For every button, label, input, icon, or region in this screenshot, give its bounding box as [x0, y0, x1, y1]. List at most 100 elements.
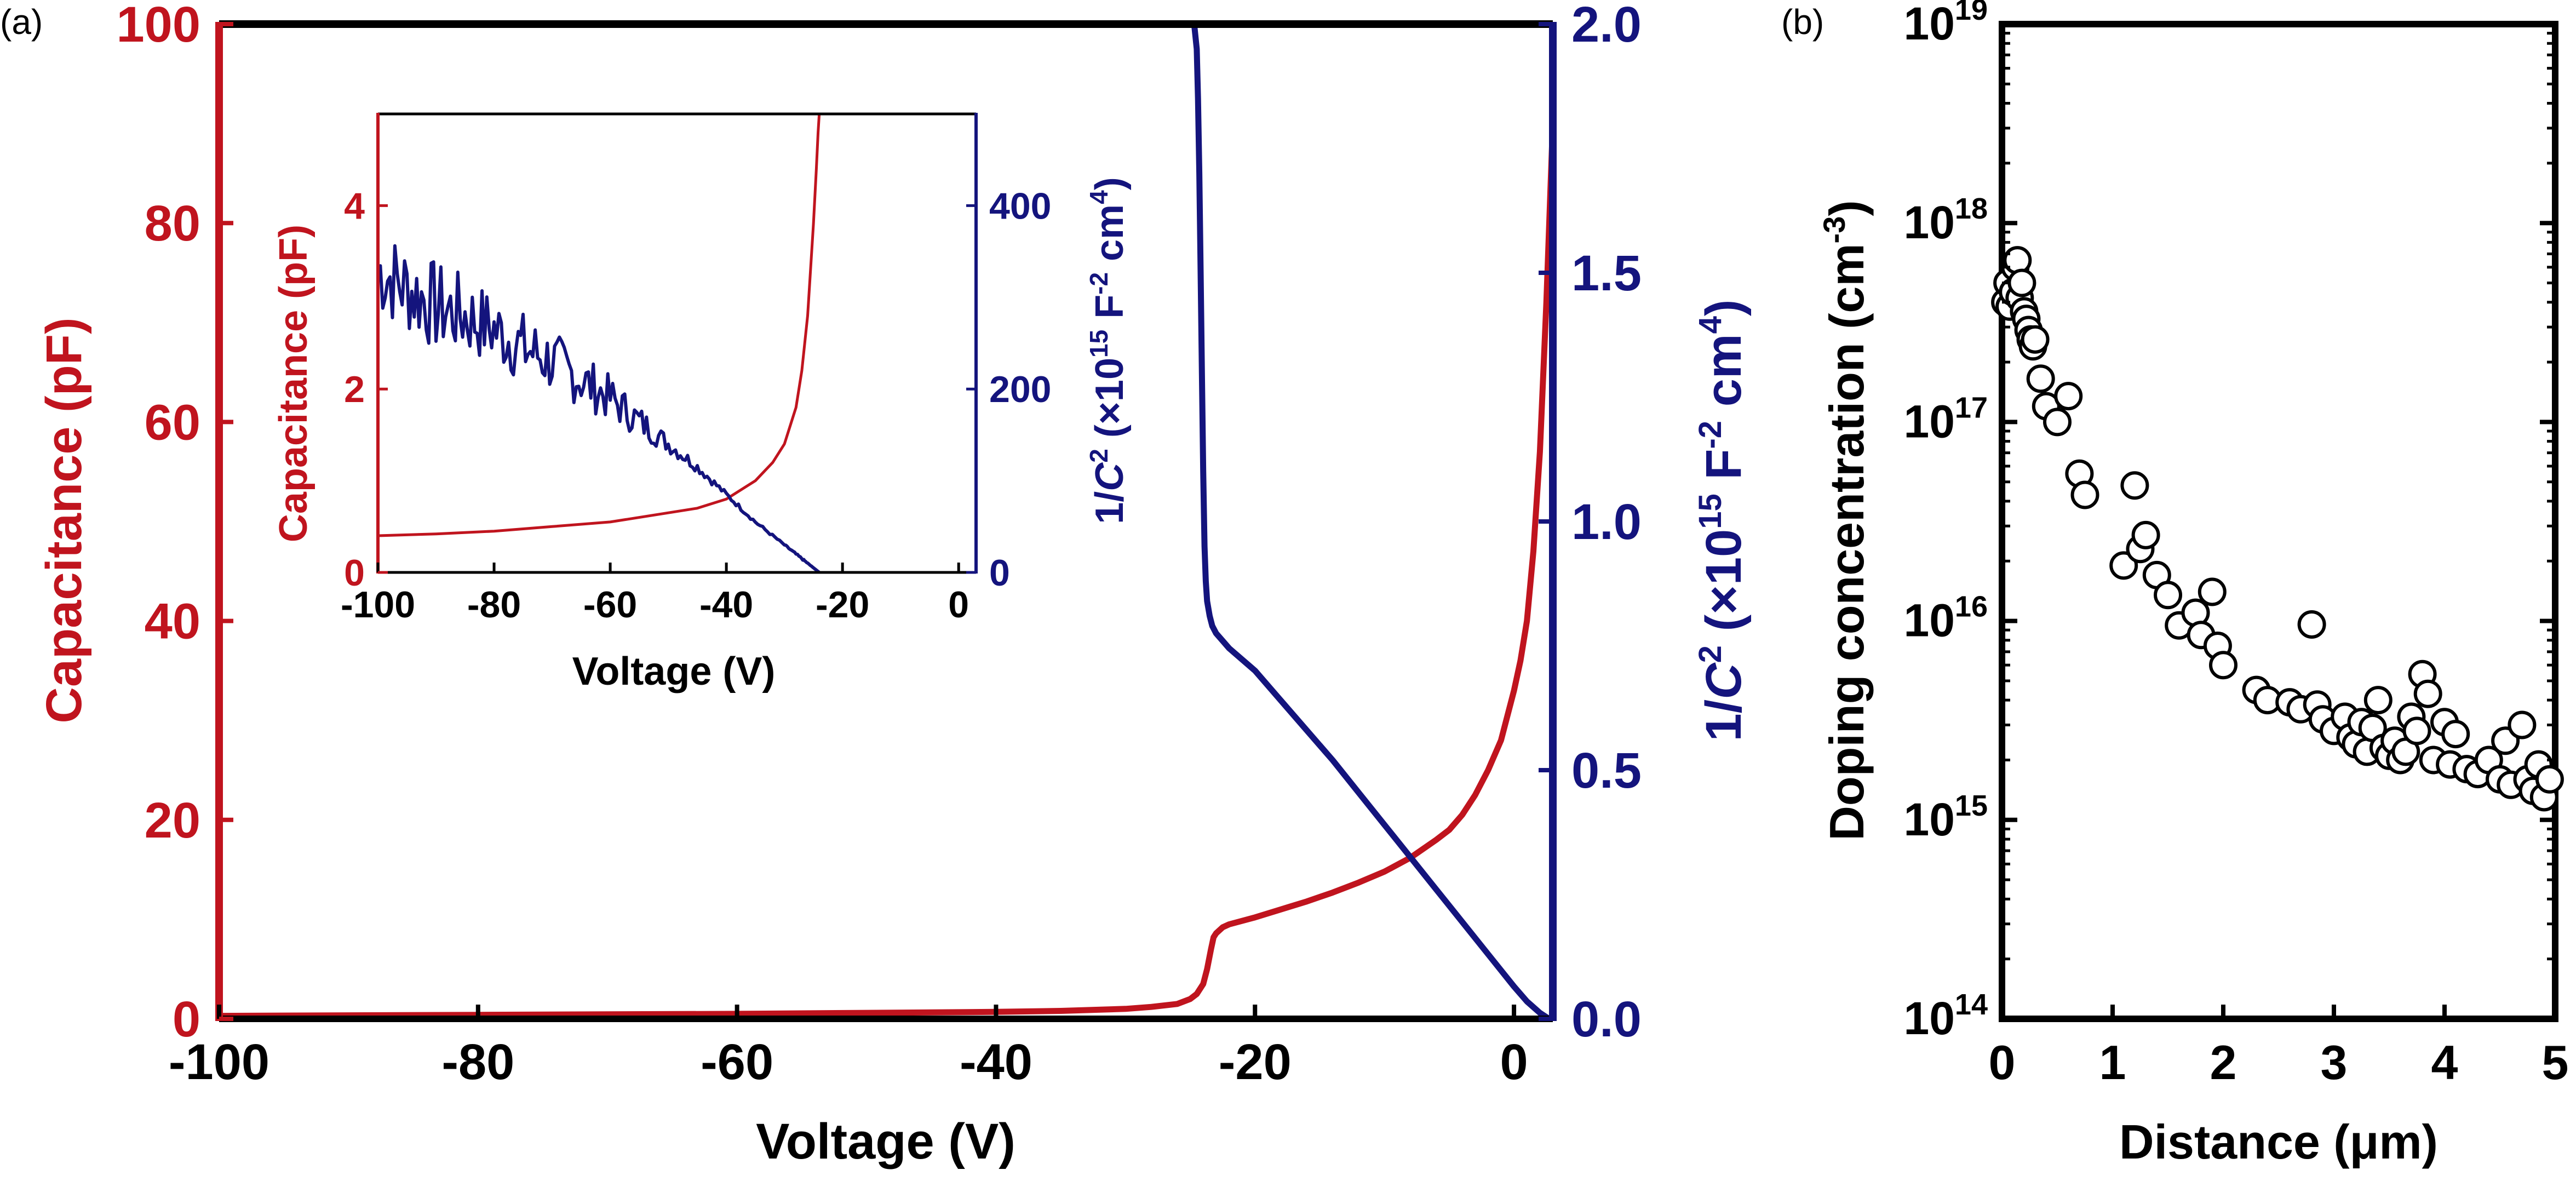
- panel-b-y-tick-label: 1016: [1903, 590, 1988, 646]
- right-title-close: ): [1696, 299, 1752, 316]
- panel-b-y-tick-base: 10: [1903, 197, 1954, 248]
- panel-b-data-point: [2021, 325, 2050, 354]
- panel-a-right-axis-title: 1/C2 (×1015 F-2 cm4): [1693, 299, 1752, 741]
- panel-a-x-tick-label: -60: [701, 1034, 773, 1090]
- panel-b-data-point: [2120, 471, 2149, 500]
- inset-left-tick-label: 4: [344, 185, 365, 227]
- panel-b-y-tick-label: 1019: [1903, 0, 1988, 49]
- inset-x-tick-label: -40: [699, 584, 753, 626]
- panel-b-y-tick-base: 10: [1903, 595, 1954, 646]
- inset-x-axis-title: Voltage (V): [572, 650, 776, 693]
- right-title-mid: (×10: [1696, 529, 1752, 645]
- panel-b-x-tick-label: 5: [2542, 1035, 2569, 1089]
- panel-a-left-tick-label: 60: [145, 394, 200, 450]
- panel-b-x-tick-label: 2: [2210, 1035, 2237, 1089]
- panel-b-y-title-close: ): [1820, 200, 1874, 216]
- inset-right-title-sup4: 4: [1085, 190, 1113, 204]
- inset-right-title-post1: F: [1088, 295, 1132, 330]
- panel-b-y-tick-label: 1015: [1903, 789, 1988, 845]
- panel-a-plot: [219, 24, 1556, 1022]
- panel-a-right-tick-label: 1.5: [1571, 245, 1642, 301]
- inset-right-tick-label: 400: [989, 185, 1051, 227]
- right-title-post2: cm: [1696, 334, 1752, 421]
- panel-b-data-point: [2297, 610, 2326, 639]
- panel-a-x-tick-label: -20: [1219, 1034, 1292, 1090]
- panel-b-y-tick-exp: 14: [1955, 988, 1988, 1021]
- panel-a-right-tick-label: 1.0: [1571, 494, 1642, 550]
- panel-b-data-point: [2054, 382, 2083, 411]
- right-title-sup2: 15: [1693, 494, 1728, 529]
- panel-a-series-blue-line: [1191, 24, 1551, 1022]
- panel-a-left-tick-label: 100: [117, 0, 201, 53]
- panel-a-x-axis-title: Voltage (V): [756, 1114, 1016, 1169]
- inset-x-tick-label: -60: [583, 584, 637, 626]
- panel-b-data-point: [2413, 679, 2442, 708]
- right-title-sup4: 4: [1693, 316, 1728, 334]
- inset-right-title-sup2: 15: [1085, 330, 1113, 358]
- inset-left-axis-title: Capacitance (pF): [272, 225, 315, 542]
- panel-a-left-tick-label: 0: [173, 991, 200, 1047]
- inset-right-tick-label: 200: [989, 369, 1051, 410]
- panel-b-y-tick-exp: 15: [1955, 789, 1988, 822]
- panel-b-y-tick-base: 10: [1903, 993, 1954, 1044]
- inset-series-blue-line: [376, 244, 821, 574]
- inset-x-tick-label: -80: [467, 584, 521, 626]
- panel-b-x-axis-title: Distance (μm): [2119, 1115, 2438, 1169]
- panel-b-data-point: [2441, 720, 2470, 749]
- panel-a-x-tick-label: -40: [960, 1034, 1032, 1090]
- panel-a-label: (a): [0, 2, 43, 42]
- inset-plot: [376, 113, 821, 574]
- panel-a-left-axis-title: Capacitance (pF): [36, 317, 92, 723]
- panel-b-y-tick-label: 1014: [1903, 988, 1988, 1044]
- panel-b-data-point: [2043, 408, 2072, 437]
- inset-right-title-close: ): [1088, 177, 1132, 190]
- panel-b-label: (b): [1781, 2, 1824, 42]
- right-title-post1: F: [1696, 449, 1752, 494]
- panel-b-y-tick-base: 10: [1903, 0, 1954, 49]
- panel-b-data-point: [2209, 651, 2237, 680]
- right-title-pre: 1/: [1696, 699, 1752, 742]
- right-title-sup3: -2: [1693, 421, 1728, 449]
- panel-b-x-tick-label: 1: [2099, 1035, 2126, 1089]
- panel-b-x-tick-label: 0: [1989, 1035, 2016, 1089]
- panel-b-y-tick-base: 10: [1903, 395, 1954, 447]
- panel-a-right-tick-label: 0.0: [1571, 991, 1642, 1047]
- panel-a-right-tick-label: 2.0: [1571, 0, 1642, 53]
- inset-right-title-sup3: -2: [1085, 272, 1113, 295]
- panel-a-left-tick-label: 40: [145, 594, 200, 650]
- panel-b-y-tick-exp: 19: [1955, 0, 1988, 26]
- panel-b-y-tick-exp: 18: [1955, 192, 1988, 225]
- panel-a-series-red-line: [219, 123, 1556, 1019]
- panel-b-y-tick-exp: 17: [1955, 391, 1988, 424]
- panel-b-y-title-sup: -3: [1817, 216, 1851, 244]
- inset-right-axis-title: 1/C2 (×1015 F-2 cm4): [1085, 177, 1132, 524]
- panel-a-x-tick-label: -100: [169, 1034, 269, 1090]
- panel-a-left-tick-label: 20: [145, 793, 200, 848]
- inset-series-red-line: [377, 113, 821, 537]
- panel-b-data-point: [2131, 520, 2160, 549]
- inset-x-tick-label: 0: [948, 584, 969, 626]
- inset-right-title-var: C: [1088, 462, 1132, 491]
- panel-a-x-tick-label: 0: [1500, 1034, 1528, 1090]
- inset-x-tick-label: -20: [816, 584, 869, 626]
- panel-b-data-point: [2363, 686, 2393, 715]
- panel-b-data-point: [2535, 765, 2564, 794]
- inset-background: [378, 114, 976, 572]
- panel-b-data-point: [2026, 364, 2055, 393]
- inset-right-title-sup1: 2: [1085, 449, 1113, 463]
- panel-a-x-tick-label: -80: [441, 1034, 514, 1090]
- inset-left-tick-label: 0: [344, 552, 365, 594]
- panel-b-y-tick-label: 1017: [1903, 391, 1988, 447]
- panel-b-frame: [1999, 21, 2558, 1022]
- panel-b-y-tick-label: 1018: [1903, 192, 1988, 248]
- panel-b-y-axis-title: Doping concentration (cm-3): [1817, 200, 1874, 840]
- panel-b-data-point: [2003, 246, 2032, 275]
- panel-b-data-point: [2508, 710, 2537, 739]
- panel-b-data-point: [2198, 577, 2227, 606]
- inset-right-title-mid: (×10: [1088, 358, 1132, 449]
- inset-right-tick-label: 0: [989, 552, 1010, 594]
- panel-b-plot: [1991, 246, 2564, 812]
